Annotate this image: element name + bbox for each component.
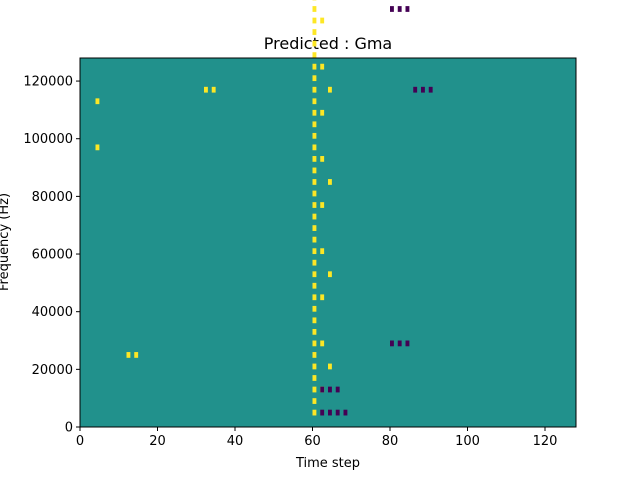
- heatmap-cell-low: [413, 86, 418, 93]
- heatmap-cell-high: [312, 202, 317, 208]
- heatmap-cell-low: [328, 409, 332, 416]
- y-tick-label: 60000: [32, 248, 73, 263]
- heatmap-cell-high: [312, 75, 317, 82]
- heatmap-cell-low: [320, 386, 325, 393]
- heatmap-cell-high: [312, 190, 317, 197]
- heatmap-cells: [95, 0, 433, 416]
- heatmap-cell-low: [320, 409, 325, 416]
- heatmap-cell-high: [312, 375, 317, 381]
- heatmap-cell-high: [312, 167, 317, 174]
- x-tick-label: 120: [533, 434, 558, 449]
- heatmap-cell-high: [312, 17, 317, 24]
- heatmap-cell-high: [328, 179, 332, 185]
- heatmap-cell-high: [312, 63, 317, 70]
- heatmap-cell-high: [312, 225, 317, 231]
- heatmap-cell-high: [312, 109, 317, 116]
- x-axis-label: Time step: [295, 456, 360, 471]
- heatmap-cell-low: [335, 409, 340, 416]
- heatmap-cell-high: [320, 202, 325, 208]
- heatmap-cell-high: [204, 86, 208, 93]
- heatmap-cell-high: [312, 86, 317, 93]
- heatmap-cell-high: [312, 179, 317, 185]
- x-tick-label: 40: [227, 434, 244, 449]
- heatmap-cell-high: [312, 98, 317, 105]
- heatmap-cell-low: [343, 409, 348, 416]
- y-tick-label: 40000: [32, 305, 73, 320]
- plot-area: [79, 0, 577, 428]
- heatmap-cell-high: [134, 352, 139, 358]
- heatmap-cell-high: [312, 132, 317, 139]
- heatmap-cell-high: [312, 144, 317, 151]
- heatmap-cell-high: [312, 40, 317, 47]
- heatmap-cell-high: [312, 282, 317, 289]
- y-tick-label: 120000: [23, 75, 73, 90]
- heatmap-cell-high: [312, 363, 317, 370]
- heatmap-cell-low: [390, 6, 394, 12]
- heatmap-cell-high: [312, 340, 317, 347]
- heatmap-cell-high: [320, 109, 325, 116]
- heatmap-cell-high: [312, 386, 317, 393]
- heatmap-cell-high: [312, 52, 317, 58]
- heatmap-cell-high: [312, 352, 317, 358]
- heatmap-cell-high: [312, 6, 317, 12]
- heatmap-cell-high: [312, 259, 317, 266]
- y-tick-label: 20000: [32, 363, 73, 378]
- heatmap-cell-high: [312, 409, 317, 416]
- heatmap-cell-high: [211, 86, 216, 93]
- heatmap-cell-high: [312, 248, 317, 255]
- x-axis-ticks: 0 20 40 60 80 100 120: [76, 427, 558, 449]
- heatmap-cell-low: [390, 340, 394, 347]
- x-tick-label: 100: [455, 434, 480, 449]
- heatmap-cell-low: [397, 6, 402, 12]
- heatmap-cell-high: [320, 17, 325, 24]
- heatmap-cell-high: [312, 156, 317, 162]
- heatmap-cell-high: [328, 86, 332, 93]
- heatmap-cell-low: [421, 86, 425, 93]
- heatmap-cell-high: [328, 363, 332, 370]
- heatmap-cell-low: [335, 386, 340, 393]
- heatmap-cell-high: [312, 213, 317, 220]
- x-tick-label: 60: [304, 434, 321, 449]
- y-axis-ticks: 0 20000 40000 60000 80000 100000 120000: [23, 75, 80, 436]
- heatmap-cell-low: [328, 386, 332, 393]
- y-tick-label: 80000: [32, 190, 73, 205]
- y-tick-label: 0: [65, 421, 73, 436]
- heatmap-cell-high: [312, 328, 317, 335]
- y-tick-label: 100000: [23, 132, 73, 147]
- heatmap-cell-high: [328, 271, 332, 278]
- heatmap-background: [80, 58, 576, 427]
- heatmap-cell-high: [312, 317, 317, 324]
- x-tick-label: 80: [382, 434, 399, 449]
- heatmap-cell-high: [312, 294, 317, 301]
- heatmap-cell-high: [312, 29, 317, 35]
- chart-title: Predicted : Gma: [264, 34, 392, 53]
- y-axis-label: Frequency (Hz): [0, 193, 12, 291]
- heatmap-cell-low: [405, 6, 410, 12]
- heatmap-cell-high: [312, 236, 317, 243]
- heatmap-cell-high: [320, 63, 325, 70]
- heatmap-cell-low: [397, 340, 402, 347]
- heatmap-cell-high: [126, 352, 131, 358]
- plot-frame: [79, 57, 577, 428]
- heatmap-cell-high: [312, 305, 317, 312]
- heatmap-cell-low: [405, 340, 410, 347]
- heatmap-cell-high: [95, 98, 100, 105]
- x-tick-label: 20: [149, 434, 166, 449]
- heatmap-cell-high: [312, 121, 317, 128]
- heatmap-cell-high: [320, 248, 325, 255]
- heatmap-cell-high: [312, 398, 317, 404]
- heatmap-cell-high: [320, 294, 325, 301]
- heatmap-cell-high: [95, 144, 100, 151]
- heatmap-cell-high: [312, 271, 317, 278]
- heatmap-cell-low: [428, 86, 433, 93]
- heatmap-cell-high: [320, 156, 325, 162]
- heatmap-cell-high: [320, 340, 325, 347]
- x-tick-label: 0: [76, 434, 84, 449]
